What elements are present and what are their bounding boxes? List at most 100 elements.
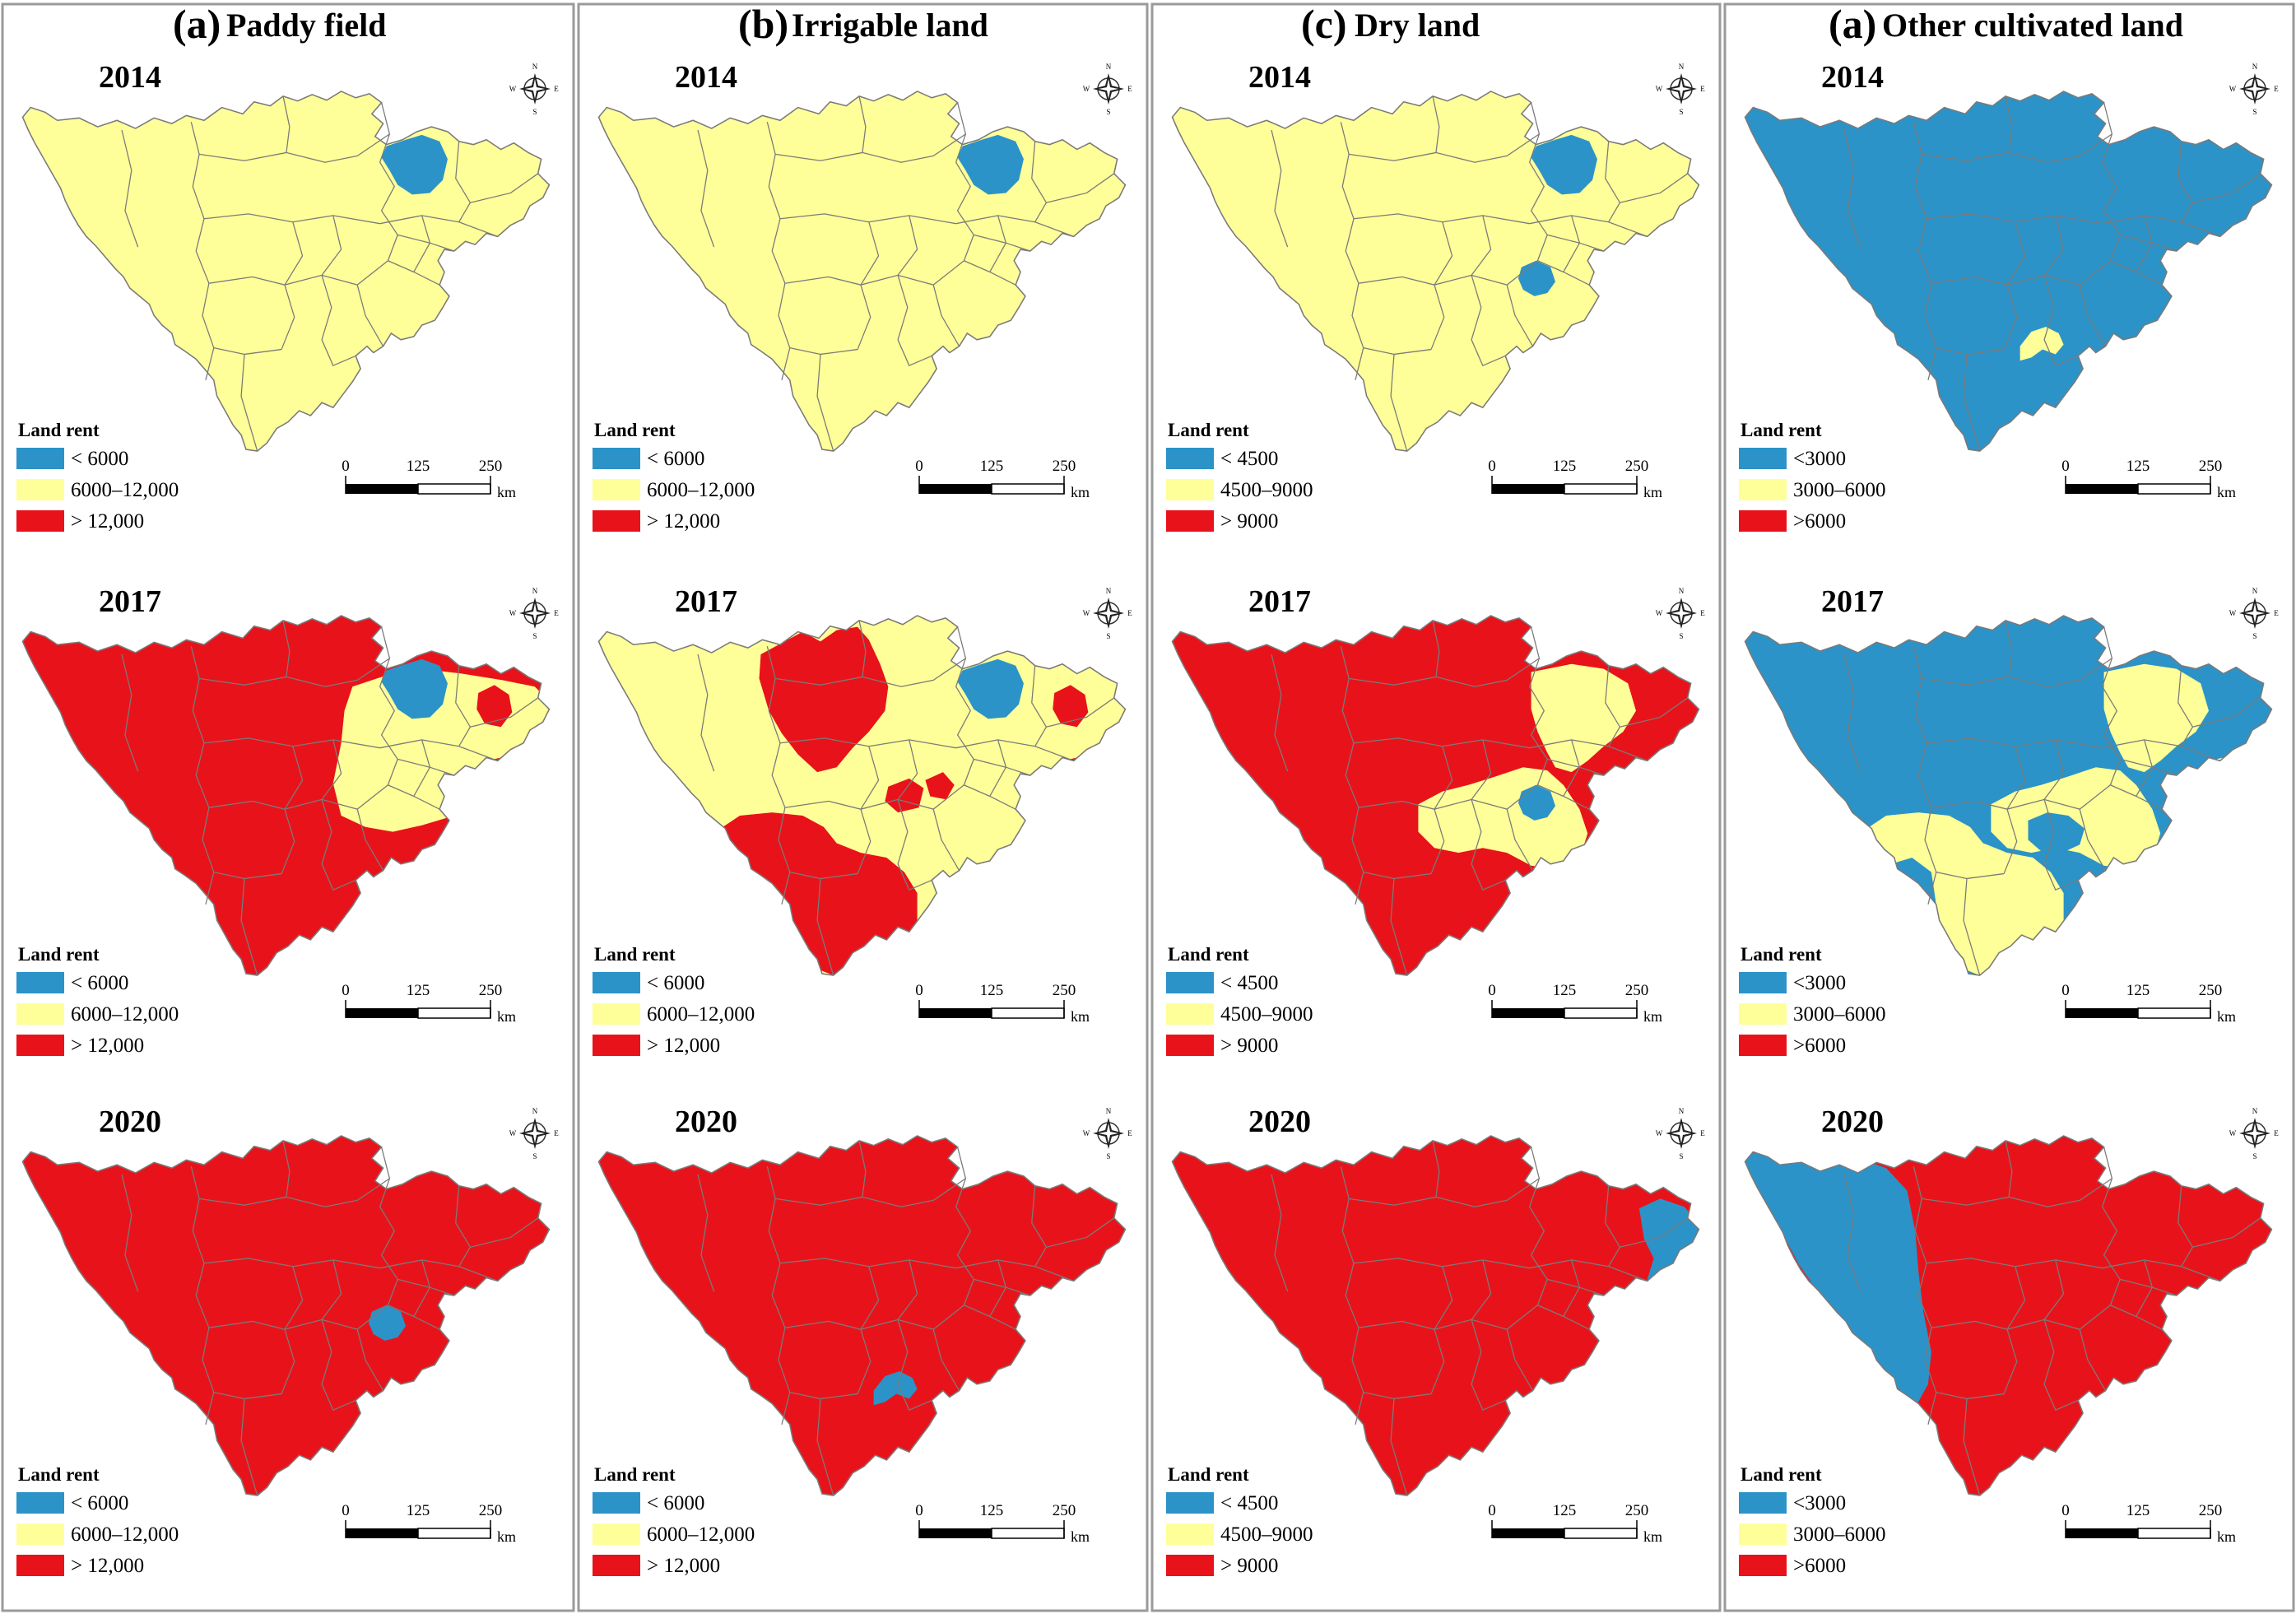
legend-swatch [593, 1555, 640, 1576]
north-arrow-icon: N S E W [509, 587, 560, 640]
legend-label: 3000–6000 [1793, 1003, 1886, 1026]
svg-text:E: E [2274, 609, 2279, 617]
legend-title: Land rent [1168, 944, 1249, 965]
scale-bar: 0 125 250 km [1488, 1502, 1662, 1545]
legend-label: 6000–12,000 [71, 1523, 179, 1546]
north-arrow-icon: N S E W [509, 1107, 560, 1160]
scale-bar: 0 125 250 km [915, 1502, 1090, 1545]
panel-a-letter: (a) [173, 1, 221, 47]
map-cell: 2020 N S E W Land rent < 4500 4500–9000 > 9000 0 1… [1166, 1105, 1705, 1577]
legend-swatch [1739, 1523, 1787, 1545]
scale-unit-label: km [1643, 484, 1662, 500]
svg-text:S: S [532, 1152, 537, 1160]
legend-label: >6000 [1793, 1555, 1846, 1577]
legend-title: Land rent [1741, 944, 1822, 965]
svg-text:S: S [532, 632, 537, 640]
year-label: 2020 [675, 1105, 737, 1139]
land-rent-legend: Land rent < 6000 6000–12,000 > 12,000 [16, 944, 179, 1057]
land-rent-legend: Land rent < 6000 6000–12,000 > 12,000 [593, 1464, 755, 1577]
legend-title: Land rent [18, 420, 100, 440]
legend-label: > 12,000 [647, 1035, 720, 1057]
north-arrow-icon: N S E W [1083, 63, 1133, 116]
north-arrow-icon: N S E W [1656, 587, 1706, 640]
scale-bar: 0 125 250 km [915, 982, 1090, 1025]
scale-tick-label: 0 [1488, 982, 1496, 999]
svg-text:E: E [1700, 1129, 1705, 1137]
svg-text:N: N [2252, 1107, 2258, 1115]
land-rent-legend: Land rent <3000 3000–6000 >6000 [1739, 944, 1886, 1057]
svg-text:E: E [2274, 85, 2279, 93]
scale-unit-label: km [2217, 1528, 2236, 1545]
legend-label: 6000–12,000 [647, 479, 755, 501]
legend-label: < 6000 [647, 1492, 704, 1514]
year-label: 2020 [99, 1105, 161, 1139]
legend-swatch [1739, 1035, 1787, 1056]
year-label: 2014 [1821, 60, 1884, 95]
legend-swatch [1739, 972, 1787, 993]
legend-swatch [1166, 1035, 1214, 1056]
scale-tick-label: 250 [1053, 1502, 1076, 1519]
legend-swatch [1166, 972, 1214, 993]
scale-tick-label: 0 [2061, 1502, 2070, 1519]
north-arrow-icon: N S E W [2229, 1107, 2280, 1160]
svg-text:N: N [1106, 1107, 1112, 1115]
panel-c-title: Dry land [1355, 7, 1480, 44]
north-arrow-icon: N S E W [1083, 1107, 1133, 1160]
svg-text:W: W [509, 609, 517, 617]
legend-swatch [1739, 1003, 1787, 1025]
svg-text:E: E [554, 609, 559, 617]
panel-frame [1, 2, 575, 1612]
scale-unit-label: km [497, 1528, 516, 1545]
legend-swatch [16, 1035, 64, 1056]
legend-swatch [16, 510, 64, 532]
scale-tick-label: 0 [342, 982, 350, 999]
legend-swatch [1166, 1555, 1214, 1576]
legend-swatch [1739, 1555, 1787, 1576]
scale-tick-label: 125 [407, 982, 430, 999]
scale-bar: 0 125 250 km [2061, 982, 2236, 1025]
legend-label: <3000 [1793, 448, 1846, 470]
year-label: 2017 [1821, 584, 1884, 619]
legend-label: 4500–9000 [1220, 1523, 1313, 1546]
panel-titles: (a) Paddy field (b) Irrigable land (c) D… [173, 1, 2183, 47]
legend-swatch [1166, 1003, 1214, 1025]
year-label: 2014 [675, 60, 737, 95]
legend-swatch [1739, 1492, 1787, 1514]
legend-label: 4500–9000 [1220, 1003, 1313, 1026]
north-arrow-icon: N S E W [1656, 63, 1706, 116]
legend-swatch [1166, 1492, 1214, 1514]
year-label: 2017 [99, 584, 161, 619]
svg-text:W: W [1656, 85, 1663, 93]
svg-text:S: S [1679, 1152, 1683, 1160]
svg-text:S: S [1679, 632, 1683, 640]
map-cell: 2020 N S E W Land rent < 6000 6000–12,000 > 12,0… [593, 1105, 1132, 1577]
svg-text:S: S [1679, 108, 1683, 116]
legend-swatch [1739, 479, 1787, 500]
legend-swatch [1166, 1523, 1214, 1545]
svg-text:W: W [1083, 1129, 1090, 1137]
province-base-region [1172, 91, 1699, 452]
map-cell: 2017 N S E W Land rent < 6000 6000–12,000 > 12,0… [16, 584, 559, 1057]
province-base-region [22, 1135, 550, 1496]
scale-unit-label: km [497, 484, 516, 500]
svg-text:N: N [532, 1107, 538, 1115]
legend-label: <3000 [1793, 972, 1846, 994]
scale-tick-label: 0 [915, 1502, 923, 1519]
legend-label: > 12,000 [71, 510, 144, 533]
panel-frame [1150, 2, 1722, 1612]
province-map [21, 1135, 551, 1496]
svg-text:S: S [2252, 108, 2256, 116]
panel-d-letter: (a) [1829, 1, 1876, 47]
scale-tick-label: 250 [1053, 982, 1076, 999]
province-map [1744, 91, 2273, 452]
scale-tick-label: 250 [2199, 1502, 2223, 1519]
scale-tick-label: 0 [1488, 458, 1496, 475]
scale-tick-label: 0 [2061, 458, 2070, 475]
svg-text:S: S [1106, 108, 1110, 116]
svg-text:W: W [1656, 609, 1663, 617]
scale-tick-label: 250 [2199, 982, 2223, 999]
scale-tick-label: 125 [980, 1502, 1004, 1519]
legend-swatch [593, 510, 640, 532]
scale-bar: 0 125 250 km [1488, 982, 1662, 1025]
legend-swatch [593, 972, 640, 993]
